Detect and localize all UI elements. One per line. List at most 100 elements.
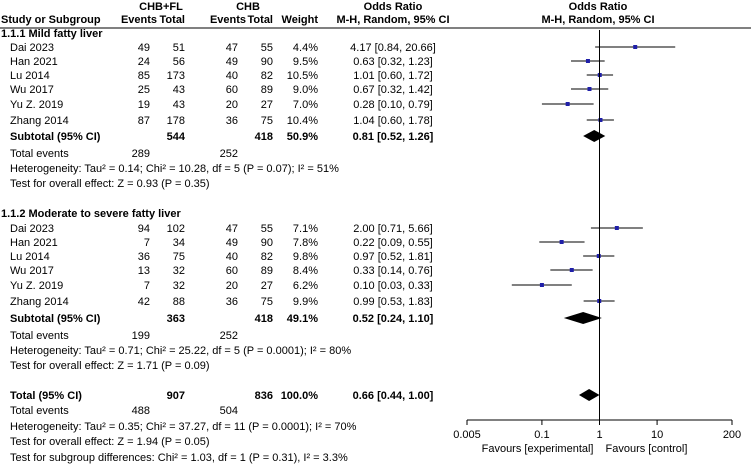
heterogeneity-text: Heterogeneity: Tau² = 0.71; Chi² = 25.22…	[10, 345, 351, 357]
total-events-group2: 252	[220, 148, 238, 160]
header-events2: Events	[210, 14, 246, 26]
study-weight: 7.1%	[293, 223, 318, 235]
study-ci-text: 1.04 [0.60, 1.78]	[353, 115, 433, 127]
study-ci-text: 0.33 [0.14, 0.76]	[353, 265, 433, 277]
subgroup-differences-text: Test for subgroup differences: Chi² = 1.…	[10, 452, 348, 464]
study-name: Han 2021	[10, 237, 58, 249]
total-events-group1: 199	[132, 330, 150, 342]
total-events-label: Total events	[10, 330, 69, 342]
total-group2: 89	[261, 265, 273, 277]
total-group2: 75	[261, 296, 273, 308]
total-events-group2: 252	[220, 330, 238, 342]
study-ci-text: 1.01 [0.60, 1.72]	[353, 70, 433, 82]
events-group1: 24	[138, 56, 150, 68]
summary-weight: 50.9%	[287, 131, 318, 143]
total-group1: 173	[167, 70, 185, 82]
header-events1: Events	[121, 14, 157, 26]
study-name: Zhang 2014	[10, 115, 69, 127]
total-group1: 75	[173, 251, 185, 263]
study-weight: 9.9%	[293, 296, 318, 308]
events-group2: 40	[226, 251, 238, 263]
x-tick-label: 0.005	[453, 429, 481, 441]
summary-total-group1: 544	[167, 131, 186, 143]
study-name: Dai 2023	[10, 42, 54, 54]
total-group1: 51	[173, 42, 185, 54]
study-name: Wu 2017	[10, 265, 54, 277]
study-ci-text: 0.22 [0.09, 0.55]	[353, 237, 433, 249]
summary-total-group2: 418	[255, 131, 273, 143]
overall-effect-text: Test for overall effect: Z = 1.71 (P = 0…	[10, 360, 210, 372]
study-name: Yu Z. 2019	[10, 99, 63, 111]
total-group1: 34	[173, 237, 185, 249]
summary-total-group1: 907	[167, 390, 185, 402]
header-total1: Total	[160, 14, 185, 26]
study-name: Dai 2023	[10, 223, 54, 235]
events-group2: 49	[226, 56, 238, 68]
total-group2: 90	[261, 56, 273, 68]
point-marker	[596, 254, 601, 258]
study-name: Lu 2014	[10, 70, 50, 82]
heterogeneity-text: Heterogeneity: Tau² = 0.14; Chi² = 10.28…	[10, 163, 339, 175]
events-group1: 36	[138, 251, 150, 263]
summary-weight: 100.0%	[281, 390, 319, 402]
total-events-group2: 504	[220, 405, 238, 417]
study-ci-text: 2.00 [0.71, 5.66]	[353, 223, 433, 235]
x-tick-label: 10	[651, 429, 663, 441]
header-study: Study or Subgroup	[1, 14, 101, 26]
total-group2: 75	[261, 115, 273, 127]
total-group2: 27	[261, 280, 273, 292]
events-group1: 42	[138, 296, 150, 308]
point-marker	[539, 283, 544, 287]
events-group2: 47	[226, 223, 238, 235]
summary-total-group2: 836	[255, 390, 273, 402]
header-group1: CHB+FL	[139, 1, 183, 13]
events-group1: 13	[138, 265, 150, 277]
x-tick-label: 200	[723, 429, 741, 441]
total-group1: 56	[173, 56, 185, 68]
favours-right-label: Favours [control]	[606, 443, 688, 455]
total-group1: 43	[173, 99, 185, 111]
study-weight: 7.0%	[293, 99, 318, 111]
events-group1: 7	[144, 280, 150, 292]
study-ci-text: 0.28 [0.10, 0.79]	[353, 99, 433, 111]
events-group2: 20	[226, 99, 238, 111]
study-name: Han 2021	[10, 56, 58, 68]
events-group1: 85	[138, 70, 150, 82]
study-weight: 9.5%	[293, 56, 318, 68]
summary-ci-text: 0.81 [0.52, 1.26]	[353, 131, 434, 143]
study-weight: 7.8%	[293, 237, 318, 249]
header-method-left: M-H, Random, 95% CI	[336, 14, 449, 26]
summary-ci-text: 0.66 [0.44, 1.00]	[353, 390, 434, 402]
total-events-label: Total events	[10, 148, 69, 160]
point-marker	[569, 268, 574, 272]
header-group2: CHB	[236, 1, 260, 13]
summary-total-group1: 363	[167, 313, 185, 325]
header-method-right: M-H, Random, 95% CI	[541, 14, 654, 26]
study-weight: 10.5%	[287, 70, 318, 82]
point-marker	[559, 240, 564, 244]
summary-diamond	[563, 312, 602, 324]
study-weight: 4.4%	[293, 42, 318, 54]
overall-effect-text: Test for overall effect: Z = 1.94 (P = 0…	[10, 436, 210, 448]
x-tick-label: 0.1	[534, 429, 549, 441]
events-group2: 60	[226, 265, 238, 277]
heterogeneity-text: Heterogeneity: Tau² = 0.35; Chi² = 37.27…	[10, 421, 357, 433]
header-total2: Total	[248, 14, 273, 26]
total-group2: 90	[261, 237, 273, 249]
point-marker	[587, 87, 592, 91]
study-name: Lu 2014	[10, 251, 50, 263]
summary-total-group2: 418	[255, 313, 273, 325]
events-group1: 49	[138, 42, 150, 54]
total-group2: 55	[261, 42, 273, 54]
subgroup-title: 1.1.1 Mild fatty liver	[1, 28, 103, 40]
total-events-label: Total events	[10, 405, 69, 417]
summary-ci-text: 0.52 [0.24, 1.10]	[353, 313, 434, 325]
subgroup-title: 1.1.2 Moderate to severe fatty liver	[1, 208, 181, 220]
events-group1: 94	[138, 223, 150, 235]
study-weight: 8.4%	[293, 265, 318, 277]
study-ci-text: 0.99 [0.53, 1.83]	[353, 296, 433, 308]
events-group1: 19	[138, 99, 150, 111]
summary-weight: 49.1%	[287, 313, 318, 325]
study-name: Zhang 2014	[10, 296, 69, 308]
